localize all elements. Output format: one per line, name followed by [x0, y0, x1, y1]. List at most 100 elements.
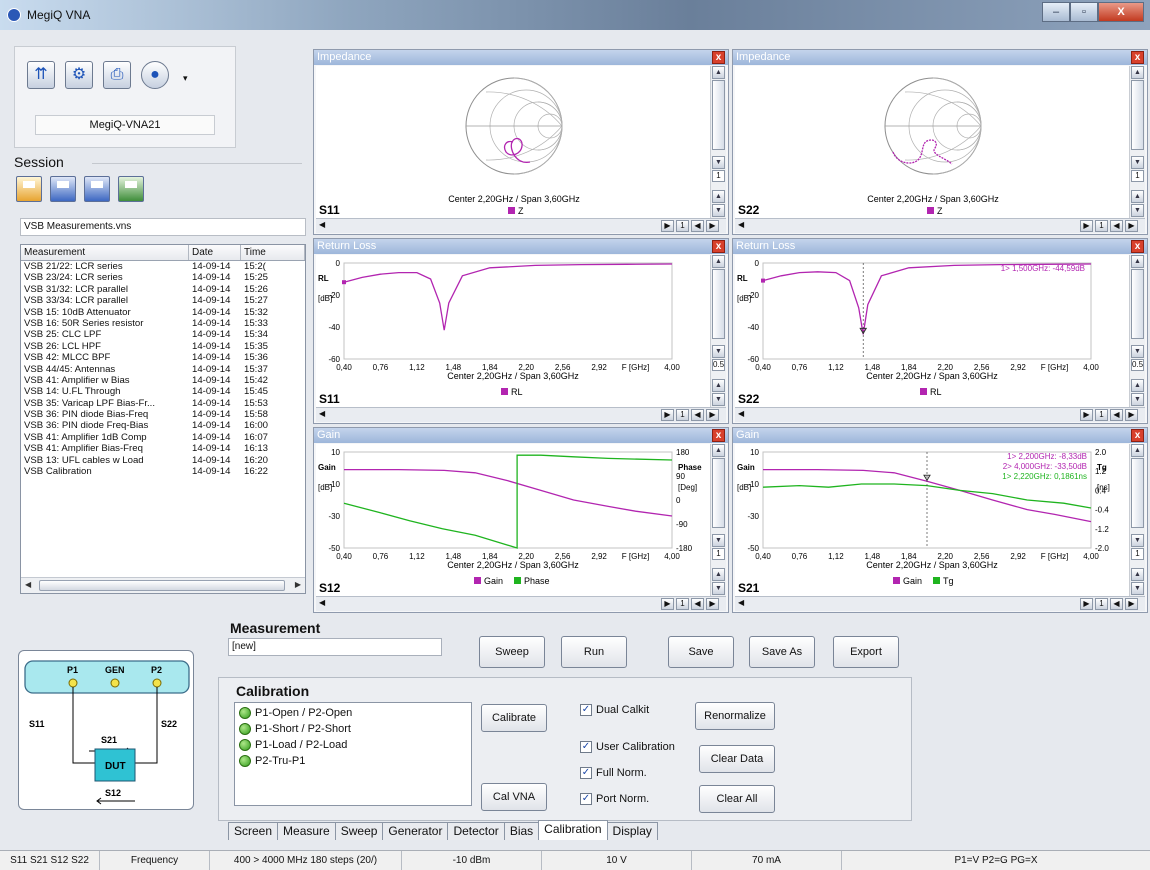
page-number[interactable]: 1 [1095, 220, 1108, 232]
measurement-row[interactable]: VSB 42: MLCC BPF 14-09-14 15:36 [21, 352, 305, 363]
column-header-measurement[interactable]: Measurement [21, 245, 189, 260]
expand-icon[interactable]: ▶ [1125, 220, 1138, 232]
measurement-row[interactable]: VSB 41: Amplifier 1dB Comp 14-09-14 16:07 [21, 432, 305, 443]
prev-page-icon[interactable]: ▶ [1080, 220, 1093, 232]
clear-all-button[interactable]: Clear All [699, 785, 775, 813]
scroll-up-icon[interactable]: ▲ [1131, 444, 1144, 457]
scroll-up-icon[interactable]: ▲ [1131, 190, 1144, 203]
panel-vscrollbar[interactable]: ▲ ▼ 0.5 ▲ ▼ [710, 255, 726, 407]
renormalize-button[interactable]: Renormalize [695, 702, 775, 730]
scroll-up-icon[interactable]: ▲ [1131, 66, 1144, 79]
tab-sweep[interactable]: Sweep [334, 822, 384, 840]
gain-plot[interactable]: 10 -10 -30 -50 Gain [dB] 2.0 1.2 0.4 -0.4 -1.2 -2.0… [735, 444, 1129, 596]
measurement-list-hscrollbar[interactable]: ◀ ▶ [21, 577, 305, 593]
tab-detector[interactable]: Detector [447, 822, 505, 840]
prev-page-icon[interactable]: ▶ [661, 220, 674, 232]
scroll-down-icon[interactable]: ▼ [712, 204, 725, 217]
panel-vscrollbar[interactable]: ▲ ▼ 1 ▲ ▼ [710, 444, 726, 596]
measurement-row[interactable]: VSB 31/32: LCR parallel 14-09-14 15:26 [21, 284, 305, 295]
export-button[interactable]: Export [833, 636, 899, 668]
measurement-row[interactable]: VSB 13: UFL cables w Load 14-09-14 16:20 [21, 455, 305, 466]
minimize-button[interactable]: – [1042, 2, 1070, 22]
scroll-left-icon[interactable]: ◀ [319, 598, 326, 607]
smith-chart-plot[interactable]: Center 2,20GHz / Span 3,60GHz S11 Z [316, 66, 710, 218]
scroll-left-icon[interactable]: ◀ [25, 580, 32, 589]
scroll-down-icon[interactable]: ▼ [712, 345, 725, 358]
measurement-row[interactable]: VSB 25: CLC LPF 14-09-14 15:34 [21, 329, 305, 340]
save-as-button[interactable]: Save As [749, 636, 815, 668]
next-page-icon[interactable]: ◀ [1110, 220, 1123, 232]
measurement-row[interactable]: VSB 15: 10dB Attenuator 14-09-14 15:32 [21, 307, 305, 318]
panel-close-button[interactable]: x [712, 51, 725, 64]
save-button[interactable]: Save [668, 636, 734, 668]
prev-page-icon[interactable]: ▶ [661, 598, 674, 610]
column-header-time[interactable]: Time [241, 245, 305, 260]
measurement-row[interactable]: VSB 36: PIN diode Bias-Freq 14-09-14 15:58 [21, 409, 305, 420]
full-norm-checkbox[interactable]: ✓ Full Norm. [580, 767, 647, 779]
scale-value[interactable]: 0.5 [712, 359, 725, 371]
scroll-up-icon[interactable]: ▲ [712, 379, 725, 392]
settings-gear-icon[interactable]: ⚙ [65, 61, 93, 89]
save-session-icon[interactable] [84, 176, 110, 202]
tab-screen[interactable]: Screen [228, 822, 279, 840]
expand-icon[interactable]: ▶ [706, 598, 719, 610]
scroll-down-icon[interactable]: ▼ [1131, 204, 1144, 217]
expand-icon[interactable]: ▶ [706, 220, 719, 232]
panel-hscrollbar[interactable]: ◀ ▶ 1 ◀ ▶ [735, 218, 1145, 233]
scroll-down-icon[interactable]: ▼ [1131, 156, 1144, 169]
panel-hscrollbar[interactable]: ◀ ▶ 1 ◀ ▶ [316, 218, 726, 233]
expand-icon[interactable]: ▶ [1125, 409, 1138, 421]
expand-icon[interactable]: ▶ [1125, 598, 1138, 610]
next-page-icon[interactable]: ◀ [691, 409, 704, 421]
scroll-left-icon[interactable]: ◀ [319, 220, 326, 229]
open-session-icon[interactable] [50, 176, 76, 202]
scroll-thumb[interactable] [39, 580, 285, 591]
panel-hscrollbar[interactable]: ◀ ▶ 1 ◀ ▶ [316, 596, 726, 611]
measurement-name-field[interactable]: [new] [228, 638, 442, 656]
next-page-icon[interactable]: ◀ [1110, 409, 1123, 421]
scroll-thumb[interactable] [712, 80, 725, 150]
prev-page-icon[interactable]: ▶ [1080, 409, 1093, 421]
tab-measure[interactable]: Measure [277, 822, 336, 840]
sweep-button[interactable]: Sweep [479, 636, 545, 668]
page-number[interactable]: 1 [1095, 409, 1108, 421]
scroll-up-icon[interactable]: ▲ [712, 444, 725, 457]
page-number[interactable]: 1 [676, 220, 689, 232]
return-loss-plot[interactable]: 0 -20 -40 -60 RL [dB] 0,40 0,76 1,12 1,48 1,84 2,20… [316, 255, 710, 407]
expand-icon[interactable]: ▶ [706, 409, 719, 421]
cal-vna-button[interactable]: Cal VNA [481, 783, 547, 811]
measurement-row[interactable]: VSB 41: Amplifier w Bias 14-09-14 15:42 [21, 375, 305, 386]
close-button[interactable]: X [1098, 2, 1144, 22]
scroll-left-icon[interactable]: ◀ [738, 220, 745, 229]
tab-calibration[interactable]: Calibration [538, 820, 608, 840]
scale-value[interactable]: 0.5 [1131, 359, 1144, 371]
printer-icon[interactable]: ⎙ [103, 61, 131, 89]
next-page-icon[interactable]: ◀ [1110, 598, 1123, 610]
next-page-icon[interactable]: ◀ [691, 220, 704, 232]
scroll-thumb[interactable] [1131, 269, 1144, 339]
scale-value[interactable]: 1 [712, 170, 725, 182]
power-icon[interactable]: ● [141, 61, 169, 89]
scroll-down-icon[interactable]: ▼ [1131, 345, 1144, 358]
panel-close-button[interactable]: x [712, 429, 725, 442]
scroll-down-icon[interactable]: ▼ [1131, 582, 1144, 595]
tab-generator[interactable]: Generator [382, 822, 449, 840]
tab-display[interactable]: Display [606, 822, 658, 840]
page-number[interactable]: 1 [1095, 598, 1108, 610]
page-number[interactable]: 1 [676, 409, 689, 421]
run-button[interactable]: Run [561, 636, 627, 668]
panel-hscrollbar[interactable]: ◀ ▶ 1 ◀ ▶ [735, 407, 1145, 422]
next-page-icon[interactable]: ◀ [691, 598, 704, 610]
smith-chart-plot[interactable]: Center 2,20GHz / Span 3,60GHz S22 Z [735, 66, 1129, 218]
panel-hscrollbar[interactable]: ◀ ▶ 1 ◀ ▶ [735, 596, 1145, 611]
save-session-as-icon[interactable] [118, 176, 144, 202]
measurement-row[interactable]: VSB 21/22: LCR series 14-09-14 15:2( [21, 261, 305, 272]
session-file-field[interactable]: VSB Measurements.vns [20, 218, 306, 236]
tab-bias[interactable]: Bias [503, 822, 540, 840]
calibration-item[interactable]: P2-Tru-P1 [235, 753, 471, 769]
scroll-up-icon[interactable]: ▲ [712, 568, 725, 581]
scroll-up-icon[interactable]: ▲ [1131, 568, 1144, 581]
scroll-down-icon[interactable]: ▼ [1131, 393, 1144, 406]
panel-close-button[interactable]: x [1131, 240, 1144, 253]
scroll-up-icon[interactable]: ▲ [712, 255, 725, 268]
